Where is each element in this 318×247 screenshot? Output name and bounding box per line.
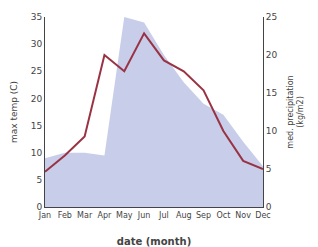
- svg-text:0: 0: [36, 202, 42, 212]
- svg-text:Dec: Dec: [255, 211, 270, 220]
- svg-text:35: 35: [31, 12, 42, 22]
- svg-text:10: 10: [31, 148, 43, 158]
- svg-text:Jul: Jul: [158, 211, 169, 220]
- svg-text:5: 5: [36, 175, 42, 185]
- svg-text:Aug: Aug: [176, 211, 192, 220]
- svg-text:15: 15: [266, 88, 277, 98]
- svg-text:10: 10: [266, 126, 278, 136]
- svg-text:Oct: Oct: [216, 211, 230, 220]
- svg-text:20: 20: [266, 50, 278, 60]
- svg-text:30: 30: [31, 39, 43, 49]
- svg-text:Sep: Sep: [196, 211, 211, 220]
- svg-text:Mar: Mar: [77, 211, 93, 220]
- svg-text:Jun: Jun: [137, 211, 151, 220]
- svg-text:0: 0: [266, 202, 272, 212]
- svg-text:Jan: Jan: [38, 211, 51, 220]
- svg-text:May: May: [116, 211, 133, 220]
- svg-text:15: 15: [31, 121, 42, 131]
- svg-text:25: 25: [31, 66, 42, 76]
- svg-text:20: 20: [31, 94, 43, 104]
- svg-text:5: 5: [266, 164, 272, 174]
- svg-text:med. precipitation(kg/m2): med. precipitation(kg/m2): [286, 75, 305, 148]
- svg-text:25: 25: [266, 12, 277, 22]
- svg-text:Apr: Apr: [98, 211, 113, 220]
- svg-text:max temp (C): max temp (C): [9, 81, 19, 143]
- svg-text:Feb: Feb: [58, 211, 72, 220]
- svg-text:Nov: Nov: [235, 211, 251, 220]
- svg-text:date (month): date (month): [117, 236, 191, 247]
